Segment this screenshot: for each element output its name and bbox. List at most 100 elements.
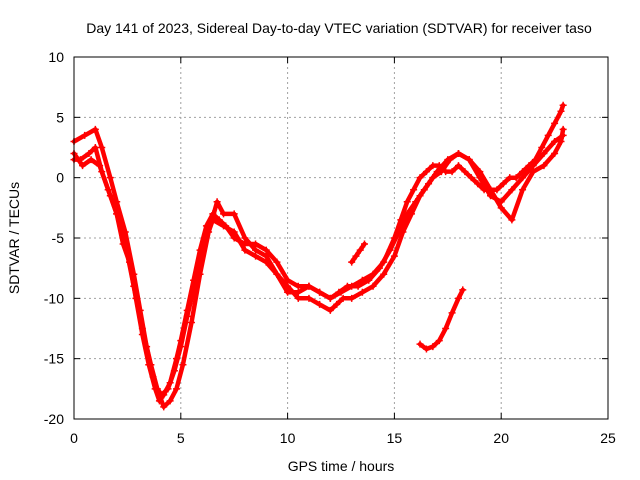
data-point [551, 137, 559, 145]
data-point [85, 150, 93, 158]
data-point [559, 125, 567, 133]
y-tick-label: 5 [56, 109, 64, 125]
y-axis-label: SDTVAR / TECUs [6, 182, 22, 294]
data-point [529, 168, 537, 176]
data-point [273, 258, 281, 266]
data-point [348, 294, 356, 302]
data-point [474, 180, 482, 188]
data-point [538, 144, 546, 151]
data-point [540, 162, 548, 170]
data-point [241, 246, 249, 254]
data-point [262, 252, 270, 260]
data-point [559, 131, 567, 139]
data-point [519, 168, 527, 176]
data-point [284, 288, 292, 296]
data-point [429, 174, 437, 182]
data-point [356, 246, 364, 254]
data-point [506, 174, 514, 182]
data-point [395, 228, 403, 236]
data-point [461, 168, 469, 176]
data-point [420, 186, 428, 194]
data-point [508, 216, 516, 224]
data-point [403, 198, 411, 206]
data-point [435, 337, 443, 345]
x-tick-label: 15 [387, 430, 403, 446]
data-point [333, 300, 341, 308]
data-point [241, 234, 249, 242]
data-point [487, 192, 495, 200]
data-point [339, 294, 347, 302]
data-point [294, 288, 302, 296]
data-point [213, 198, 221, 206]
data-point [173, 385, 181, 393]
series-track-3 [71, 133, 566, 398]
data-point [446, 156, 454, 164]
data-point [529, 162, 537, 170]
data-point [467, 174, 475, 182]
data-point [160, 403, 168, 411]
data-point [106, 174, 114, 182]
data-point [273, 270, 281, 278]
data-point [220, 210, 228, 218]
data-point [375, 264, 383, 272]
data-point [410, 186, 418, 194]
data-point [422, 168, 430, 176]
data-point [147, 361, 155, 369]
data-point [454, 150, 462, 158]
y-tick-label: 0 [56, 170, 64, 186]
series-track-5 [349, 241, 367, 265]
data-point [230, 228, 238, 236]
axis-ticks: 0 5 10 15 20 25 -20 -15 -10 -5 0 5 10 [44, 49, 616, 446]
data-point [360, 240, 368, 248]
data-point [179, 361, 187, 369]
data-point [326, 294, 334, 302]
data-point [294, 282, 302, 290]
data-point [187, 318, 195, 326]
x-tick-label: 5 [177, 430, 185, 446]
data-point [252, 246, 260, 254]
data-point [454, 162, 462, 170]
data-point [442, 325, 450, 332]
data-point [416, 174, 424, 182]
data-point [429, 162, 437, 170]
chart-title: Day 141 of 2023, Sidereal Day-to-day VTE… [86, 20, 592, 36]
data-point [79, 162, 87, 170]
data-point [365, 276, 373, 284]
data-point [262, 258, 270, 266]
data-point [177, 343, 185, 351]
data-point [305, 282, 313, 290]
x-tick-label: 20 [493, 430, 509, 446]
data-point [343, 282, 351, 290]
data-point [454, 294, 462, 302]
data-point [104, 186, 112, 194]
data-point [81, 131, 89, 139]
data-point [386, 246, 394, 254]
data-point [459, 286, 467, 294]
data-point [352, 252, 360, 260]
data-point [412, 198, 420, 206]
data-point [183, 312, 191, 320]
data-point [551, 150, 559, 158]
data-point [200, 240, 208, 248]
data-point [557, 107, 565, 115]
data-point [448, 168, 456, 176]
data-point [559, 101, 567, 109]
data-point [335, 288, 343, 296]
data-point [380, 270, 388, 278]
data-point [130, 282, 138, 290]
data-point [540, 150, 548, 158]
data-point [437, 168, 445, 176]
y-tick-label: -10 [44, 290, 64, 306]
data-point [354, 282, 362, 290]
data-point [465, 156, 473, 164]
y-tick-label: -20 [44, 411, 64, 427]
data-point [164, 385, 172, 393]
data-point [113, 210, 121, 218]
data-point [262, 246, 270, 254]
data-point [497, 204, 505, 212]
data-point [348, 258, 356, 266]
data-point [98, 144, 106, 151]
data-point [326, 306, 334, 314]
data-point [369, 282, 377, 290]
